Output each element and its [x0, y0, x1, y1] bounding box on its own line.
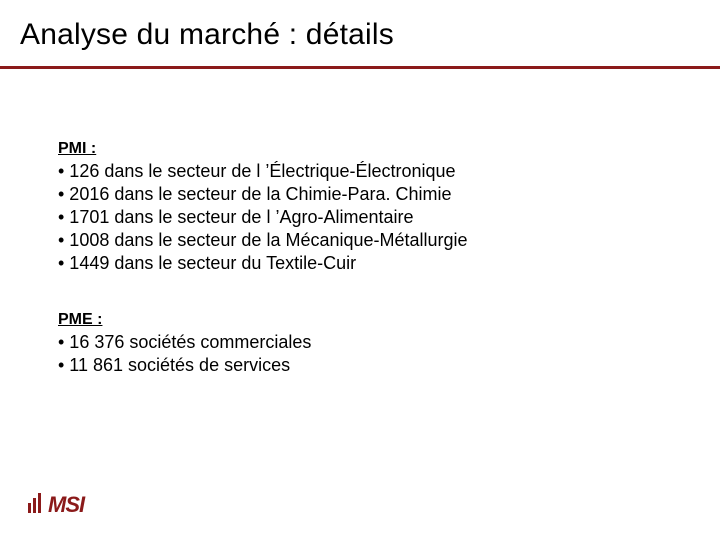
list-item: • 16 376 sociétés commerciales: [58, 331, 658, 354]
list-item: • 126 dans le secteur de l ’Électrique-É…: [58, 160, 658, 183]
logo-bars-icon: [28, 493, 42, 518]
section-bullets-pmi: • 126 dans le secteur de l ’Électrique-É…: [58, 160, 658, 275]
slide-content: PMI : • 126 dans le secteur de l ’Électr…: [58, 140, 658, 413]
title-divider: [0, 66, 720, 69]
logo-text: MSI: [48, 492, 84, 518]
section-bullets-pme: • 16 376 sociétés commerciales • 11 861 …: [58, 331, 658, 377]
list-item: • 1008 dans le secteur de la Mécanique-M…: [58, 229, 658, 252]
section-heading-pme: PME :: [58, 311, 658, 329]
slide-title: Analyse du marché : détails: [20, 18, 394, 52]
logo: MSI: [28, 492, 84, 518]
list-item: • 11 861 sociétés de services: [58, 354, 658, 377]
list-item: • 1701 dans le secteur de l ’Agro-Alimen…: [58, 206, 658, 229]
list-item: • 2016 dans le secteur de la Chimie-Para…: [58, 183, 658, 206]
list-item: • 1449 dans le secteur du Textile-Cuir: [58, 252, 658, 275]
section-heading-pmi: PMI :: [58, 140, 658, 158]
